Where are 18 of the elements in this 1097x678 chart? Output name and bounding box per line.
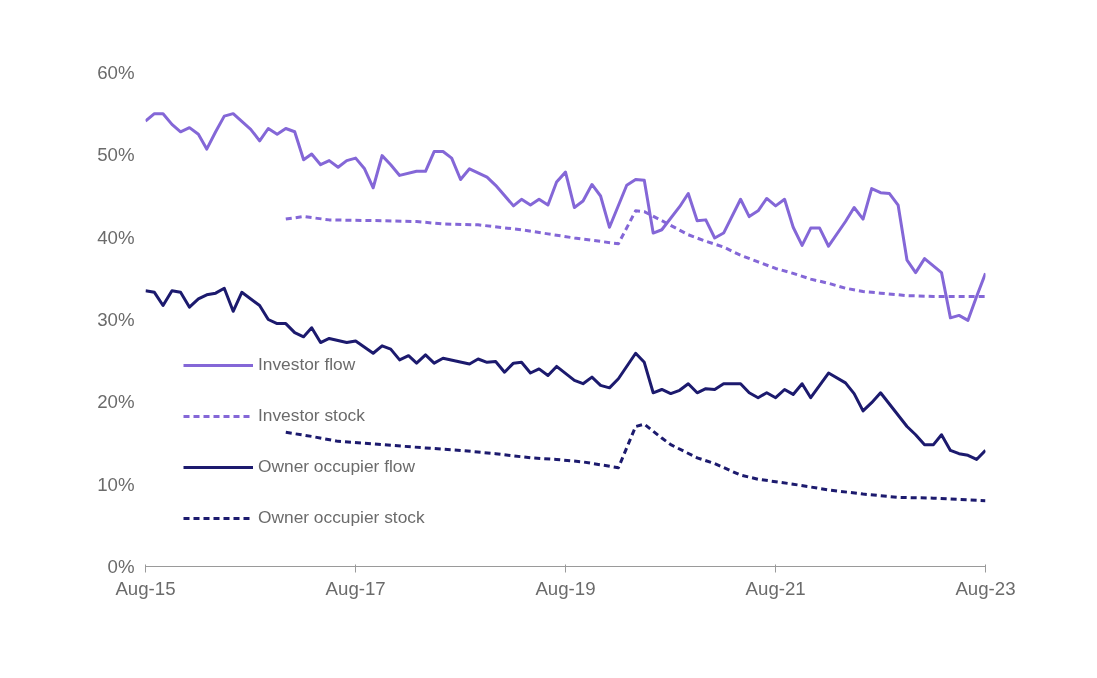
legend-label: Owner occupier stock	[258, 507, 425, 528]
x-tick-label: Aug-15	[115, 577, 176, 599]
y-tick-label: 20%	[97, 391, 135, 413]
y-tick-label: 60%	[97, 62, 135, 83]
y-tick-label: 0%	[107, 556, 135, 577]
y-tick-label: 30%	[97, 309, 135, 330]
line-series	[145, 286, 986, 461]
legend-label: Investor flow	[258, 354, 356, 375]
legend-label: Owner occupier flow	[258, 456, 415, 477]
legend-label: Investor stock	[258, 405, 365, 426]
y-tick-label: 10%	[97, 473, 135, 495]
y-tick-label: 50%	[97, 144, 135, 166]
y-tick-label: 40%	[97, 226, 135, 248]
x-tick-label: Aug-23	[955, 577, 1016, 599]
x-tick-label: Aug-19	[535, 577, 596, 599]
line-series	[145, 112, 986, 322]
x-tick-label: Aug-21	[745, 577, 806, 599]
x-tick-label: Aug-17	[325, 577, 386, 599]
